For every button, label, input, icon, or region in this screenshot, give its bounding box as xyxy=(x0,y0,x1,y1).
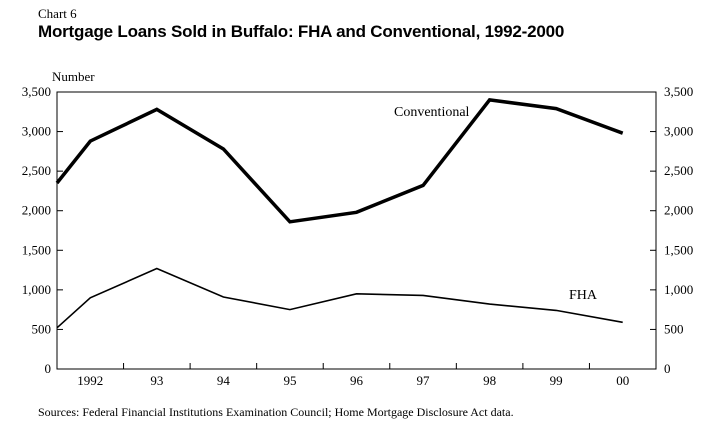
y-tick-label-right: 2,500 xyxy=(664,163,693,178)
y-tick-label-left: 0 xyxy=(45,361,52,376)
x-tick-label: 93 xyxy=(150,373,163,388)
y-tick-label-right: 3,000 xyxy=(664,124,693,139)
y-tick-label-right: 500 xyxy=(664,321,684,336)
y-tick-label-left: 3,000 xyxy=(22,124,51,139)
y-axis-label: Number xyxy=(52,69,95,84)
y-tick-label-right: 1,500 xyxy=(664,242,693,257)
x-tick-label: 99 xyxy=(550,373,563,388)
y-tick-label-left: 1,500 xyxy=(22,242,51,257)
y-axis-right: 0 500 1,000 1,500 2,000 2,500 3,000 3,500 xyxy=(650,84,693,376)
y-tick-label-right: 3,500 xyxy=(664,84,693,99)
x-tick-label: 96 xyxy=(350,373,364,388)
y-tick-label-left: 3,500 xyxy=(22,84,51,99)
series-line-fha xyxy=(56,267,623,329)
x-tick-label: 97 xyxy=(417,373,431,388)
y-tick-label-left: 500 xyxy=(32,321,52,336)
plot-frame xyxy=(56,91,657,370)
series-group xyxy=(55,98,624,329)
series-label-conventional: Conventional xyxy=(394,105,470,120)
y-tick-label-left: 2,000 xyxy=(22,203,51,218)
source-note: Sources: Federal Financial Institutions … xyxy=(38,405,514,419)
chart-title: Mortgage Loans Sold in Buffalo: FHA and … xyxy=(38,22,565,41)
x-tick-label: 00 xyxy=(616,373,629,388)
series-line-conventional xyxy=(55,98,624,224)
y-tick-label-right: 2,000 xyxy=(664,203,693,218)
y-tick-label-left: 2,500 xyxy=(22,163,51,178)
y-axis-left: 0 500 1,000 1,500 2,000 2,500 3,000 3,500 xyxy=(22,84,63,376)
plot-axes xyxy=(56,91,657,370)
x-tick-label: 95 xyxy=(283,373,296,388)
x-tick-label: 98 xyxy=(483,373,496,388)
y-tick-label-right: 1,000 xyxy=(664,282,693,297)
chart-number: Chart 6 xyxy=(38,6,77,21)
x-tick-label: 94 xyxy=(217,373,231,388)
y-tick-label-left: 1,000 xyxy=(22,282,51,297)
series-label-fha: FHA xyxy=(569,288,598,303)
x-axis: 1992 93 94 95 96 97 98 99 00 xyxy=(77,363,629,388)
y-tick-label-right: 0 xyxy=(664,361,671,376)
x-tick-label: 1992 xyxy=(77,373,103,388)
line-chart: Number 0 500 1,000 1,500 2,000 2,500 3,000 3,50… xyxy=(22,69,694,388)
